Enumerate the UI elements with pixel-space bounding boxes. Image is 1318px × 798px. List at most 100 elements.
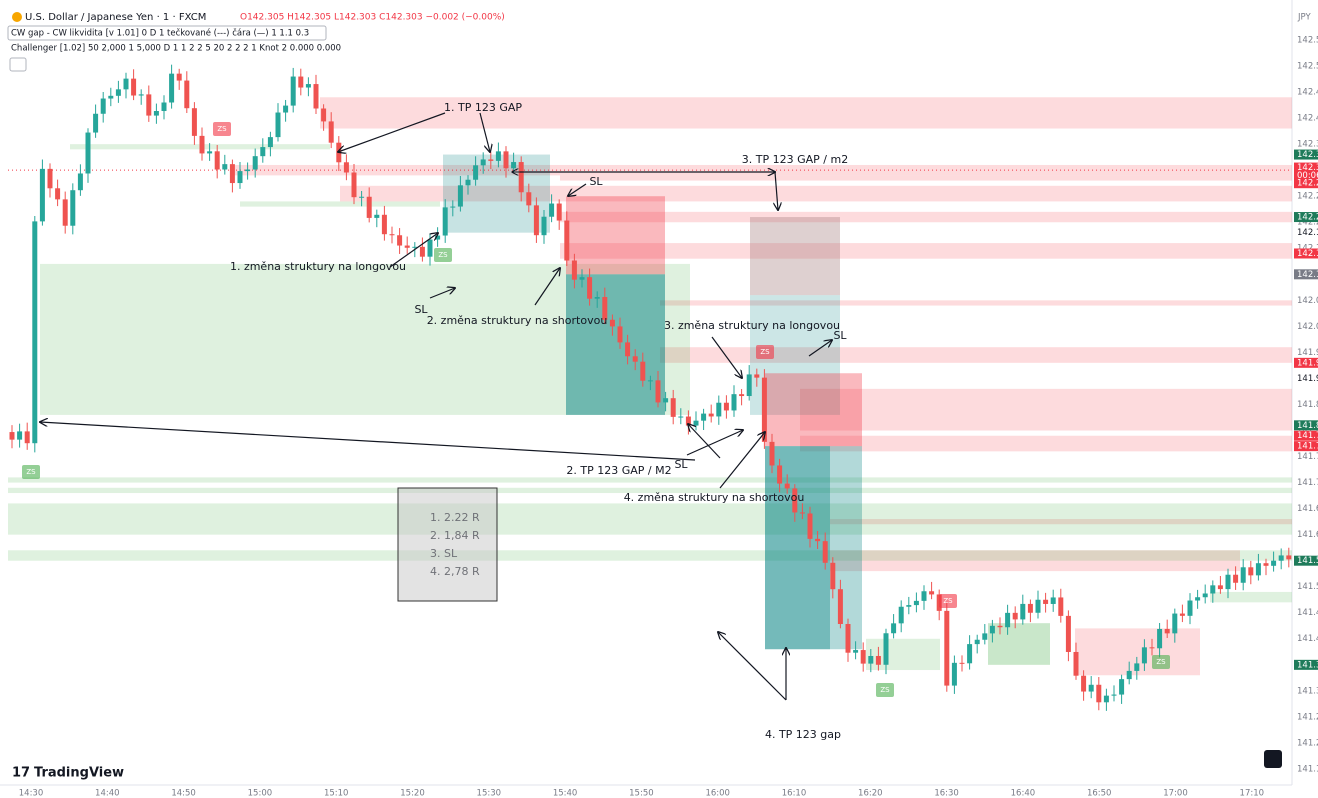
candle-body [351, 172, 357, 198]
time-tick-label: 15:20 [400, 789, 425, 798]
indicator-row[interactable] [7, 25, 327, 41]
candle-body [701, 413, 707, 421]
annotation: SL [833, 329, 847, 342]
zone [566, 196, 665, 275]
candle-body [670, 398, 676, 417]
candle-body [625, 342, 631, 357]
time-tick-label: 15:00 [248, 789, 273, 798]
candle-body [419, 246, 425, 257]
candle-body [929, 591, 935, 595]
candle-body [822, 541, 828, 563]
arrow [534, 268, 560, 306]
candle-body [1134, 663, 1140, 671]
candle-body [784, 483, 790, 489]
candle-body [1050, 597, 1056, 604]
price-badge-label: 142.30 [1297, 163, 1318, 173]
price-tick-label: 142.55 [1297, 36, 1318, 46]
arrow [40, 422, 696, 461]
candle-body [587, 277, 593, 299]
candle-body [32, 221, 38, 444]
time-tick-label: 17:00 [1163, 789, 1188, 798]
price-badge [1294, 555, 1318, 566]
candle-body [549, 203, 555, 217]
candle-body [571, 260, 577, 280]
candle-body [647, 380, 653, 382]
candle-body [1111, 694, 1117, 696]
zs-label: ZS [1156, 658, 1166, 666]
arrow [479, 112, 490, 152]
candle-body [450, 206, 456, 208]
time-tick-label: 16:40 [1011, 789, 1036, 798]
time-tick-label: 16:50 [1087, 789, 1112, 798]
price-badge-label: 141.35 [1297, 660, 1318, 670]
price-tick-label: 142.35 [1297, 140, 1318, 150]
price-badge-label: 141.55 [1297, 556, 1318, 566]
price-badge [1294, 441, 1318, 452]
candle-body [55, 188, 61, 200]
candle-body [39, 168, 45, 222]
candle-body [245, 169, 251, 172]
zs-label: ZS [26, 468, 36, 476]
candle-body [374, 214, 380, 218]
indicator-label: Challenger [1.02] 50 2,000 1 5,000 D 1 1… [11, 44, 341, 54]
candle-body [564, 220, 570, 261]
candle-body [328, 121, 334, 143]
price-tick-label: 142.45 [1297, 88, 1318, 98]
zone [1210, 591, 1292, 603]
time-tick-label: 14:50 [171, 789, 196, 798]
arrow [429, 288, 455, 299]
candle-body [913, 600, 919, 606]
candle-body [1020, 603, 1026, 620]
price-badge [1294, 227, 1318, 238]
arrow [389, 233, 438, 268]
price-tick-label: 141.50 [1297, 582, 1318, 592]
time-tick-label: 16:20 [858, 789, 883, 798]
price-tick-label: 142.50 [1297, 62, 1318, 72]
price-badge [1294, 170, 1318, 181]
candle-body [556, 203, 562, 221]
candle-body [1210, 585, 1216, 594]
candle-body [1255, 563, 1261, 576]
candle-body [997, 625, 1003, 628]
price-badge [1294, 149, 1318, 160]
price-tick-label: 142.00 [1297, 322, 1318, 332]
price-tick-label: 141.85 [1297, 400, 1318, 410]
candle-body [746, 374, 752, 397]
candle-body [967, 644, 973, 664]
time-tick-label: 16:00 [705, 789, 730, 798]
candle-body [1157, 628, 1163, 649]
price-badge-label: 141.81 [1297, 421, 1318, 431]
candle-body [974, 639, 980, 645]
candle-body [1012, 612, 1018, 620]
candle-body [1271, 560, 1277, 566]
scroll-button[interactable] [1264, 750, 1282, 768]
currency: JPY [1297, 13, 1311, 23]
arrow [718, 632, 787, 701]
collapse-button[interactable] [9, 57, 27, 72]
candle-body [290, 76, 296, 106]
price-tick-label: 141.25 [1297, 712, 1318, 722]
candle-body [663, 398, 669, 403]
price-badge-label: 141.77 [1297, 442, 1318, 452]
candle-body [397, 235, 403, 246]
zs-label: ZS [943, 597, 953, 605]
time-tick-label: 14:40 [95, 789, 120, 798]
annotation: 2. změna struktury na shortovou [427, 314, 608, 327]
arrow [775, 171, 778, 210]
candle-body [1248, 567, 1254, 576]
candle-body [739, 394, 745, 397]
candle-body [640, 361, 646, 381]
price-badge [1294, 357, 1318, 368]
candle-body [161, 102, 167, 112]
price-tick-label: 141.40 [1297, 634, 1318, 644]
price-badge-label: 142.33 [1297, 150, 1318, 160]
price-badge [1294, 269, 1318, 280]
candle-body [511, 162, 517, 169]
zone [800, 388, 1292, 431]
candle-body [313, 84, 319, 109]
candle-body [237, 171, 243, 184]
candle-body [176, 73, 182, 81]
candle-body [632, 356, 638, 362]
candle-body [93, 113, 99, 133]
